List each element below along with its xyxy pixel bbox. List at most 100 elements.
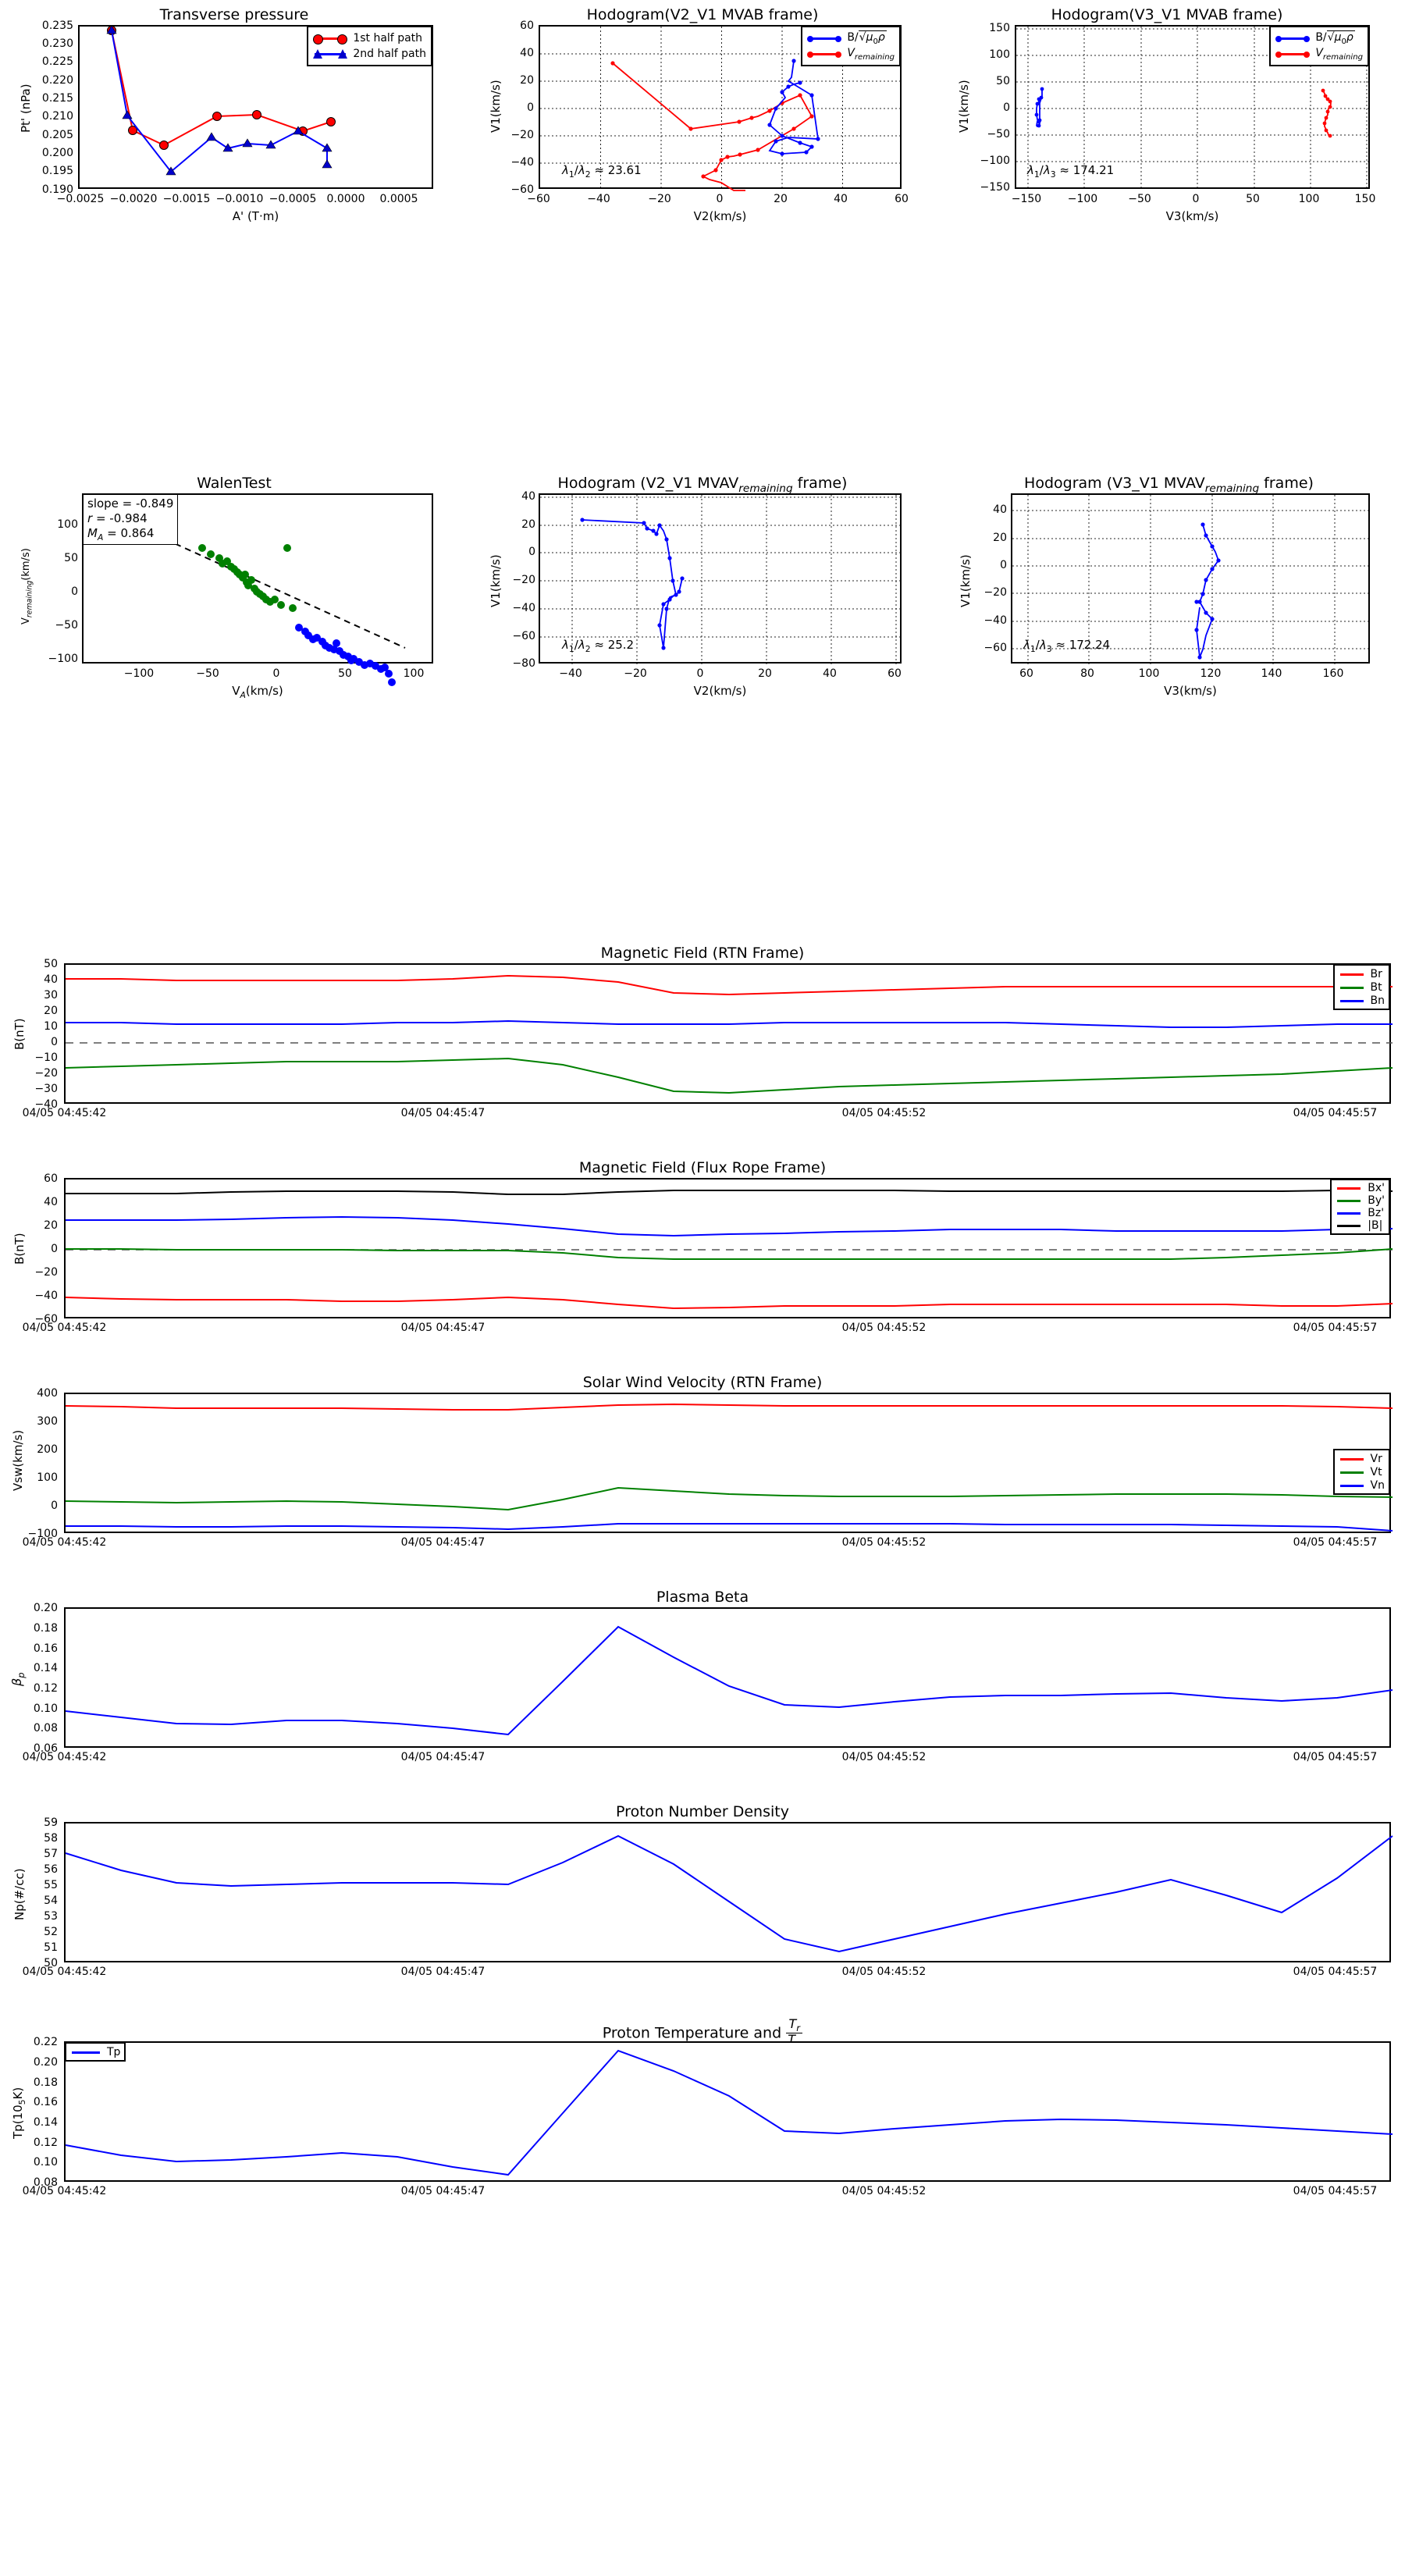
stat-slope: slope = -0.849 bbox=[87, 496, 174, 511]
walen-points-green bbox=[198, 544, 297, 612]
x-tick-time: 04/05 04:45:42 bbox=[22, 1107, 107, 1119]
y-tick: −50 bbox=[55, 619, 78, 632]
panel-title-sub: remaining bbox=[738, 482, 793, 495]
x-tick: 0 bbox=[272, 667, 280, 680]
y-tick: 0.215 bbox=[41, 92, 73, 105]
x-tick: −0.0015 bbox=[162, 193, 211, 205]
panel-magnetic-field-fluxrope: Magnetic Field (Flux Rope Frame) Bx' By'… bbox=[0, 1159, 1405, 1354]
legend-label: Br bbox=[1370, 967, 1382, 980]
x-axis-label: V2(km/s) bbox=[693, 684, 747, 698]
legend-row: |B| bbox=[1336, 1219, 1385, 1232]
x-tick: 140 bbox=[1261, 667, 1282, 680]
y-tick: 60 bbox=[520, 20, 534, 32]
x-tick-time: 04/05 04:45:52 bbox=[841, 1751, 927, 1763]
panel-title: Transverse pressure bbox=[159, 6, 309, 23]
x-tick: 0 bbox=[1192, 193, 1200, 205]
legend-swatch-line-red bbox=[807, 48, 842, 59]
y-tick: 0 bbox=[1003, 101, 1010, 114]
plot-area: Tp bbox=[64, 2041, 1393, 2182]
legend-swatch-bn bbox=[1339, 995, 1365, 1006]
legend-label-b-alfven: B/√μ0ρ bbox=[1315, 30, 1355, 46]
plot-area: B/√μ0ρ Vremaining λ1/λ2 ≈ 23.61 bbox=[539, 25, 903, 191]
legend-panel3: B/√μ0ρ Vremaining bbox=[1269, 26, 1369, 66]
y-tick: 0.16 bbox=[33, 2096, 58, 2108]
x-tick-time: 04/05 04:45:57 bbox=[1293, 1966, 1378, 1978]
legend-label: Bz' bbox=[1368, 1207, 1385, 1219]
panel-title: Hodogram (V3_V1 MVAVremaining frame) bbox=[937, 475, 1401, 495]
x-tick-time: 04/05 04:45:47 bbox=[400, 1751, 486, 1763]
legend-row: B/√μ0ρ bbox=[1275, 30, 1363, 46]
series-proton-density bbox=[65, 1834, 1393, 1953]
series-vt bbox=[65, 1486, 1393, 1511]
x-tick: −50 bbox=[1128, 193, 1151, 205]
y-tick: 40 bbox=[993, 503, 1007, 516]
y-tick: −60 bbox=[984, 642, 1007, 654]
y-axis-label: βp bbox=[9, 1672, 27, 1686]
panel-hodogram-v2v1-mvab: Hodogram(V2_V1 MVAB frame) bbox=[468, 0, 937, 226]
y-tick: 51 bbox=[44, 1941, 58, 1954]
y-tick: 60 bbox=[44, 1172, 58, 1185]
y-tick: 100 bbox=[57, 518, 78, 531]
y-tick: 0.12 bbox=[33, 1682, 58, 1695]
legend-row: By' bbox=[1336, 1194, 1385, 1207]
x-tick-time: 04/05 04:45:52 bbox=[841, 2185, 927, 2197]
legend-label-v-remaining: Vremaining bbox=[1315, 46, 1363, 62]
y-tick: 0.08 bbox=[33, 1722, 58, 1735]
legend-swatch-br bbox=[1339, 969, 1365, 980]
legend-panel1: 1st half path 2nd half path bbox=[307, 26, 432, 66]
vsw-svg bbox=[65, 1403, 1393, 1532]
plot-area: λ1/λ3 ≈ 172.24 bbox=[1011, 493, 1371, 665]
x-tick-time: 04/05 04:45:42 bbox=[22, 1536, 107, 1549]
x-tick: 120 bbox=[1200, 667, 1222, 680]
y-tick: 400 bbox=[37, 1387, 58, 1400]
y-tick: 0.10 bbox=[33, 1703, 58, 1715]
x-tick: 60 bbox=[895, 193, 909, 205]
x-tick-time: 04/05 04:45:57 bbox=[1293, 1322, 1378, 1334]
y-tick: 20 bbox=[44, 1005, 58, 1017]
plot-area: Br Bt Bn bbox=[64, 963, 1393, 1104]
y-tick: 40 bbox=[520, 47, 534, 59]
panel-title-sub: remaining bbox=[1204, 482, 1260, 495]
panel-title: Solar Wind Velocity (RTN Frame) bbox=[582, 1374, 823, 1391]
legend-swatch-vr bbox=[1339, 1453, 1365, 1464]
transverse-pressure-svg bbox=[106, 25, 336, 176]
legend-label: |B| bbox=[1368, 1219, 1383, 1232]
y-tick: 10 bbox=[44, 1020, 58, 1033]
panel-title-main: Hodogram (V2_V1 MVAV bbox=[557, 475, 739, 492]
y-tick: 0.14 bbox=[33, 2116, 58, 2129]
y-tick: 50 bbox=[44, 1957, 58, 1969]
y-tick: −30 bbox=[34, 1083, 58, 1095]
y-tick: 0 bbox=[1000, 559, 1007, 571]
y-tick: 300 bbox=[37, 1415, 58, 1428]
legend-row: B/√μ0ρ bbox=[807, 30, 895, 46]
x-axis-label: V3(km/s) bbox=[1164, 684, 1217, 698]
x-tick: 0 bbox=[696, 667, 704, 680]
tp-svg bbox=[65, 2049, 1393, 2176]
legend-swatch-by bbox=[1336, 1195, 1362, 1206]
y-tick: −10 bbox=[34, 1051, 58, 1064]
legend-label-v-remaining: Vremaining bbox=[847, 46, 895, 62]
y-tick: 55 bbox=[44, 1879, 58, 1891]
plasma-beta-svg bbox=[65, 1625, 1393, 1736]
y-tick: −20 bbox=[984, 586, 1007, 599]
legend-row: 2nd half path bbox=[313, 46, 426, 62]
stat-r: r = -0.984 bbox=[87, 511, 148, 525]
y-axis-label: Tp(105K) bbox=[11, 2087, 27, 2139]
walen-stats-box: slope = -0.849 r = -0.984 MA = 0.864 bbox=[83, 494, 179, 545]
x-tick-time: 04/05 04:45:42 bbox=[22, 2185, 107, 2197]
y-tick: −60 bbox=[512, 630, 535, 642]
legend-swatch-tp bbox=[70, 2047, 101, 2058]
panel-title: Hodogram(V2_V1 MVAB frame) bbox=[586, 6, 819, 23]
legend-label: Vt bbox=[1370, 1465, 1382, 1478]
y-tick: −100 bbox=[27, 1528, 58, 1540]
y-tick: 0.12 bbox=[33, 2137, 58, 2149]
panel-hodogram-v3v1-mvav: Hodogram (V3_V1 MVAVremaining frame) bbox=[937, 468, 1405, 703]
panel-title: WalenTest bbox=[197, 475, 272, 492]
y-tick: 0 bbox=[51, 1500, 58, 1512]
series-bn bbox=[66, 1019, 1393, 1028]
series-b-alfven bbox=[1196, 524, 1220, 658]
y-axis-label: Vremaining(km/s) bbox=[20, 548, 34, 624]
x-tick: −60 bbox=[527, 193, 550, 205]
plot-area: 1st half path 2nd half path bbox=[78, 25, 433, 189]
panel-title: Magnetic Field (RTN Frame) bbox=[600, 945, 805, 962]
